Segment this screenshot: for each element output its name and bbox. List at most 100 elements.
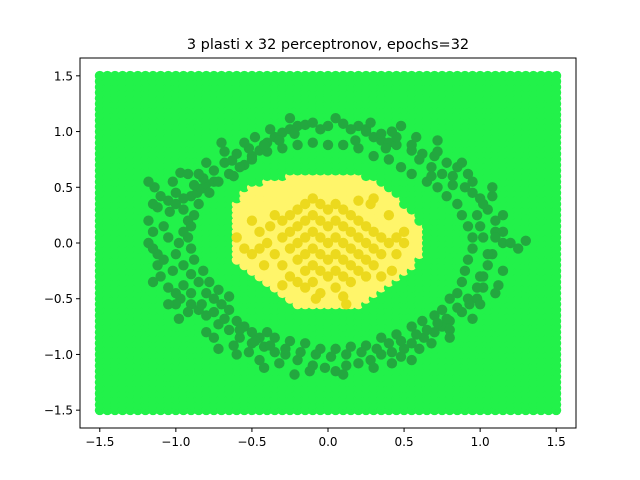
data-point-outer-ring [213,284,224,296]
data-point-inner-cluster [391,248,402,260]
data-point-outer-ring [261,326,273,338]
data-point-outer-ring [147,243,159,254]
data-point-inner-cluster [330,215,341,226]
x-axis: −1.5 −1.0 −0.5 0.0 0.5 1.0 1.5 [85,428,566,449]
x-tick-label: 1.5 [547,435,566,449]
data-point-inner-cluster [310,293,322,304]
data-point-inner-cluster [330,282,341,293]
grid-point-outer [338,70,349,81]
data-point-outer-ring [167,176,179,187]
data-point-inner-cluster [353,215,364,226]
data-point-outer-ring [284,112,296,124]
data-point-outer-ring [208,332,220,343]
grid-point-outer [414,70,425,81]
data-point-inner-cluster [299,282,311,293]
data-point-outer-ring [193,168,204,180]
data-point-inner-cluster [292,276,303,288]
data-point-outer-ring [223,324,235,336]
data-point-inner-cluster [360,221,372,232]
data-point-outer-ring [406,168,417,180]
grid-point-outer [277,70,288,81]
data-point-inner-cluster [307,260,318,271]
grid-point-outer [383,70,394,81]
data-point-outer-ring [426,162,437,173]
data-point-outer-ring [467,232,478,243]
data-point-inner-cluster [338,221,349,232]
data-point-inner-cluster [315,248,326,260]
data-point-inner-cluster [307,209,318,221]
grid-point-outer [536,70,547,81]
data-point-outer-ring [234,162,245,173]
grid-point-outer [148,70,159,81]
data-point-outer-ring [426,338,437,349]
data-point-inner-cluster [292,254,303,265]
data-point-outer-ring [292,120,303,132]
grid-point-outer [193,70,204,81]
data-point-outer-ring [497,209,509,221]
data-point-inner-cluster [338,291,349,302]
data-point-outer-ring [493,280,504,291]
x-tick-label: 1.0 [471,435,490,449]
data-point-outer-ring [512,243,524,254]
data-point-outer-ring [452,302,463,313]
x-tick-label: −1.5 [85,435,114,449]
data-point-inner-cluster [307,243,318,254]
data-point-outer-ring [497,265,509,277]
data-point-outer-ring [213,176,224,187]
data-point-outer-ring [398,343,410,355]
data-point-outer-ring [170,198,182,210]
x-tick-label: 0.5 [395,435,414,449]
data-point-inner-cluster [368,243,379,254]
grid-point-outer [208,70,219,81]
data-point-outer-ring [330,343,341,355]
grid-point-outer [475,70,486,81]
data-point-outer-ring [441,313,452,324]
data-point-inner-cluster [269,248,280,260]
grid-point-outer [505,70,516,81]
data-point-outer-ring [353,143,364,154]
grid-point-outer [239,70,250,81]
data-point-outer-ring [411,329,422,340]
data-point-outer-ring [474,299,486,310]
data-point-outer-ring [143,176,154,187]
data-point-outer-ring [426,170,437,182]
data-point-outer-ring [219,146,230,157]
data-point-outer-ring [155,271,166,282]
grid-point-outer [345,70,356,81]
data-point-inner-cluster [391,232,402,243]
grid-point-outer [300,70,311,81]
data-point-outer-ring [490,287,501,299]
data-point-outer-ring [417,148,428,160]
data-point-outer-ring [477,232,489,243]
data-point-outer-ring [264,340,276,351]
grid-point-outer [224,70,235,81]
data-point-outer-ring [497,237,509,249]
data-point-inner-cluster [322,237,334,249]
data-point-outer-ring [196,299,207,310]
data-point-outer-ring [219,157,230,168]
grid-point-outer [543,70,554,81]
data-point-outer-ring [185,269,197,280]
data-point-outer-ring [310,349,322,360]
data-point-outer-ring [289,369,300,380]
data-point-inner-cluster [368,260,379,271]
data-point-outer-ring [170,287,182,299]
data-point-inner-cluster [368,226,379,238]
data-point-outer-ring [219,313,230,324]
data-point-outer-ring [436,304,448,316]
data-point-inner-cluster [269,209,280,221]
data-point-outer-ring [441,157,452,168]
plot-area [94,70,562,416]
grid-point-outer [186,70,197,81]
data-point-outer-ring [459,182,471,193]
data-point-outer-ring [432,135,443,146]
data-point-outer-ring [395,335,407,347]
grid-point-outer [254,70,265,81]
y-tick-label: 1.0 [54,125,73,139]
grid-point-outer [452,70,463,81]
grid-point-outer [513,70,524,81]
data-point-outer-ring [474,221,486,232]
data-point-outer-ring [462,168,474,180]
data-point-inner-cluster [299,248,311,260]
data-point-inner-cluster [231,232,242,243]
